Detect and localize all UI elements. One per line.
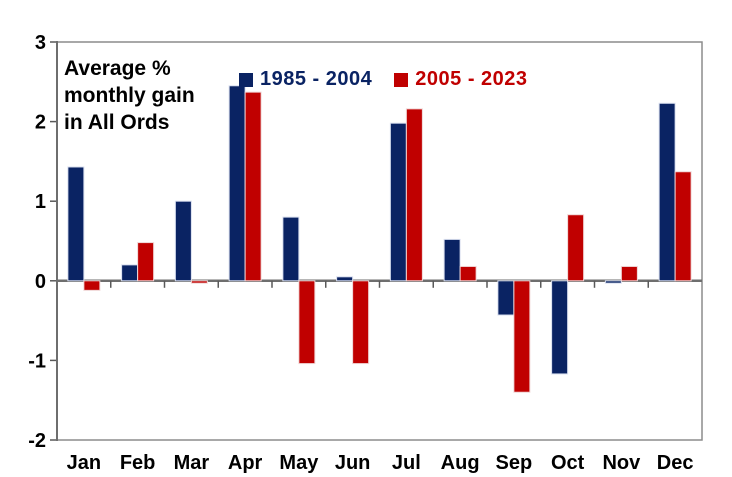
y-tick-label: -2 (28, 430, 46, 452)
bar-1985-2004-Jun (336, 276, 354, 282)
legend-swatch-2005-2023 (394, 72, 409, 87)
bar-1985-2004-Nov (604, 280, 622, 284)
x-label-Jan: Jan (67, 452, 101, 474)
y-tick-label: 1 (35, 191, 46, 213)
y-tick-label: -1 (28, 350, 46, 372)
x-label-Apr: Apr (228, 452, 263, 474)
bar-1985-2004-Sep (497, 280, 515, 316)
bar-2005-2023-Dec (674, 171, 692, 282)
bar-2005-2023-Jun (352, 280, 370, 365)
x-label-May: May (279, 452, 319, 474)
bar-1985-2004-Oct (551, 280, 569, 375)
x-label-Sep: Sep (496, 452, 533, 474)
bar-1985-2004-Jan (67, 166, 85, 282)
bar-1985-2004-Jul (389, 122, 407, 282)
y-tick-label: 0 (35, 271, 46, 293)
bar-2005-2023-Oct (567, 214, 585, 282)
bar-2005-2023-Aug (459, 265, 477, 282)
bar-1985-2004-Apr (228, 85, 246, 282)
chart-title-line-3: in All Ords (64, 111, 170, 134)
bar-1985-2004-Aug (443, 238, 461, 282)
legend: 1985 - 2004 2005 - 2023 (239, 68, 528, 91)
chart-title-line-1: Average % (64, 57, 171, 80)
x-label-Dec: Dec (657, 452, 694, 474)
bar-1985-2004-Dec (658, 102, 676, 282)
y-tick-label: 2 (35, 112, 46, 134)
bar-2005-2023-Nov (620, 265, 638, 282)
bar-2005-2023-Sep (513, 280, 531, 393)
x-label-Jul: Jul (392, 452, 421, 474)
x-label-Mar: Mar (174, 452, 210, 474)
bar-1985-2004-Mar (174, 200, 192, 282)
x-label-Oct: Oct (551, 452, 585, 474)
bar-2005-2023-Jul (405, 108, 423, 282)
legend-label-2005-2023: 2005 - 2023 (415, 68, 528, 90)
bar-2005-2023-Apr (244, 91, 262, 282)
bar-2005-2023-Mar (190, 280, 208, 284)
y-tick-label: 3 (35, 32, 46, 54)
chart-title: Average % monthly gain in All Ords (64, 55, 195, 136)
x-label-Aug: Aug (441, 452, 480, 474)
x-label-Jun: Jun (335, 452, 371, 474)
x-label-Nov: Nov (602, 452, 641, 474)
bar-1985-2004-May (282, 216, 300, 282)
bar-2005-2023-Feb (137, 242, 155, 282)
x-label-Feb: Feb (120, 452, 156, 474)
bar-1985-2004-Feb (121, 264, 139, 282)
bar-2005-2023-May (298, 280, 316, 365)
bar-2005-2023-Jan (83, 280, 101, 291)
legend-label-1985-2004: 1985 - 2004 (260, 68, 373, 90)
legend-swatch-1985-2004 (239, 72, 253, 87)
chart-title-line-2: monthly gain (64, 84, 195, 107)
